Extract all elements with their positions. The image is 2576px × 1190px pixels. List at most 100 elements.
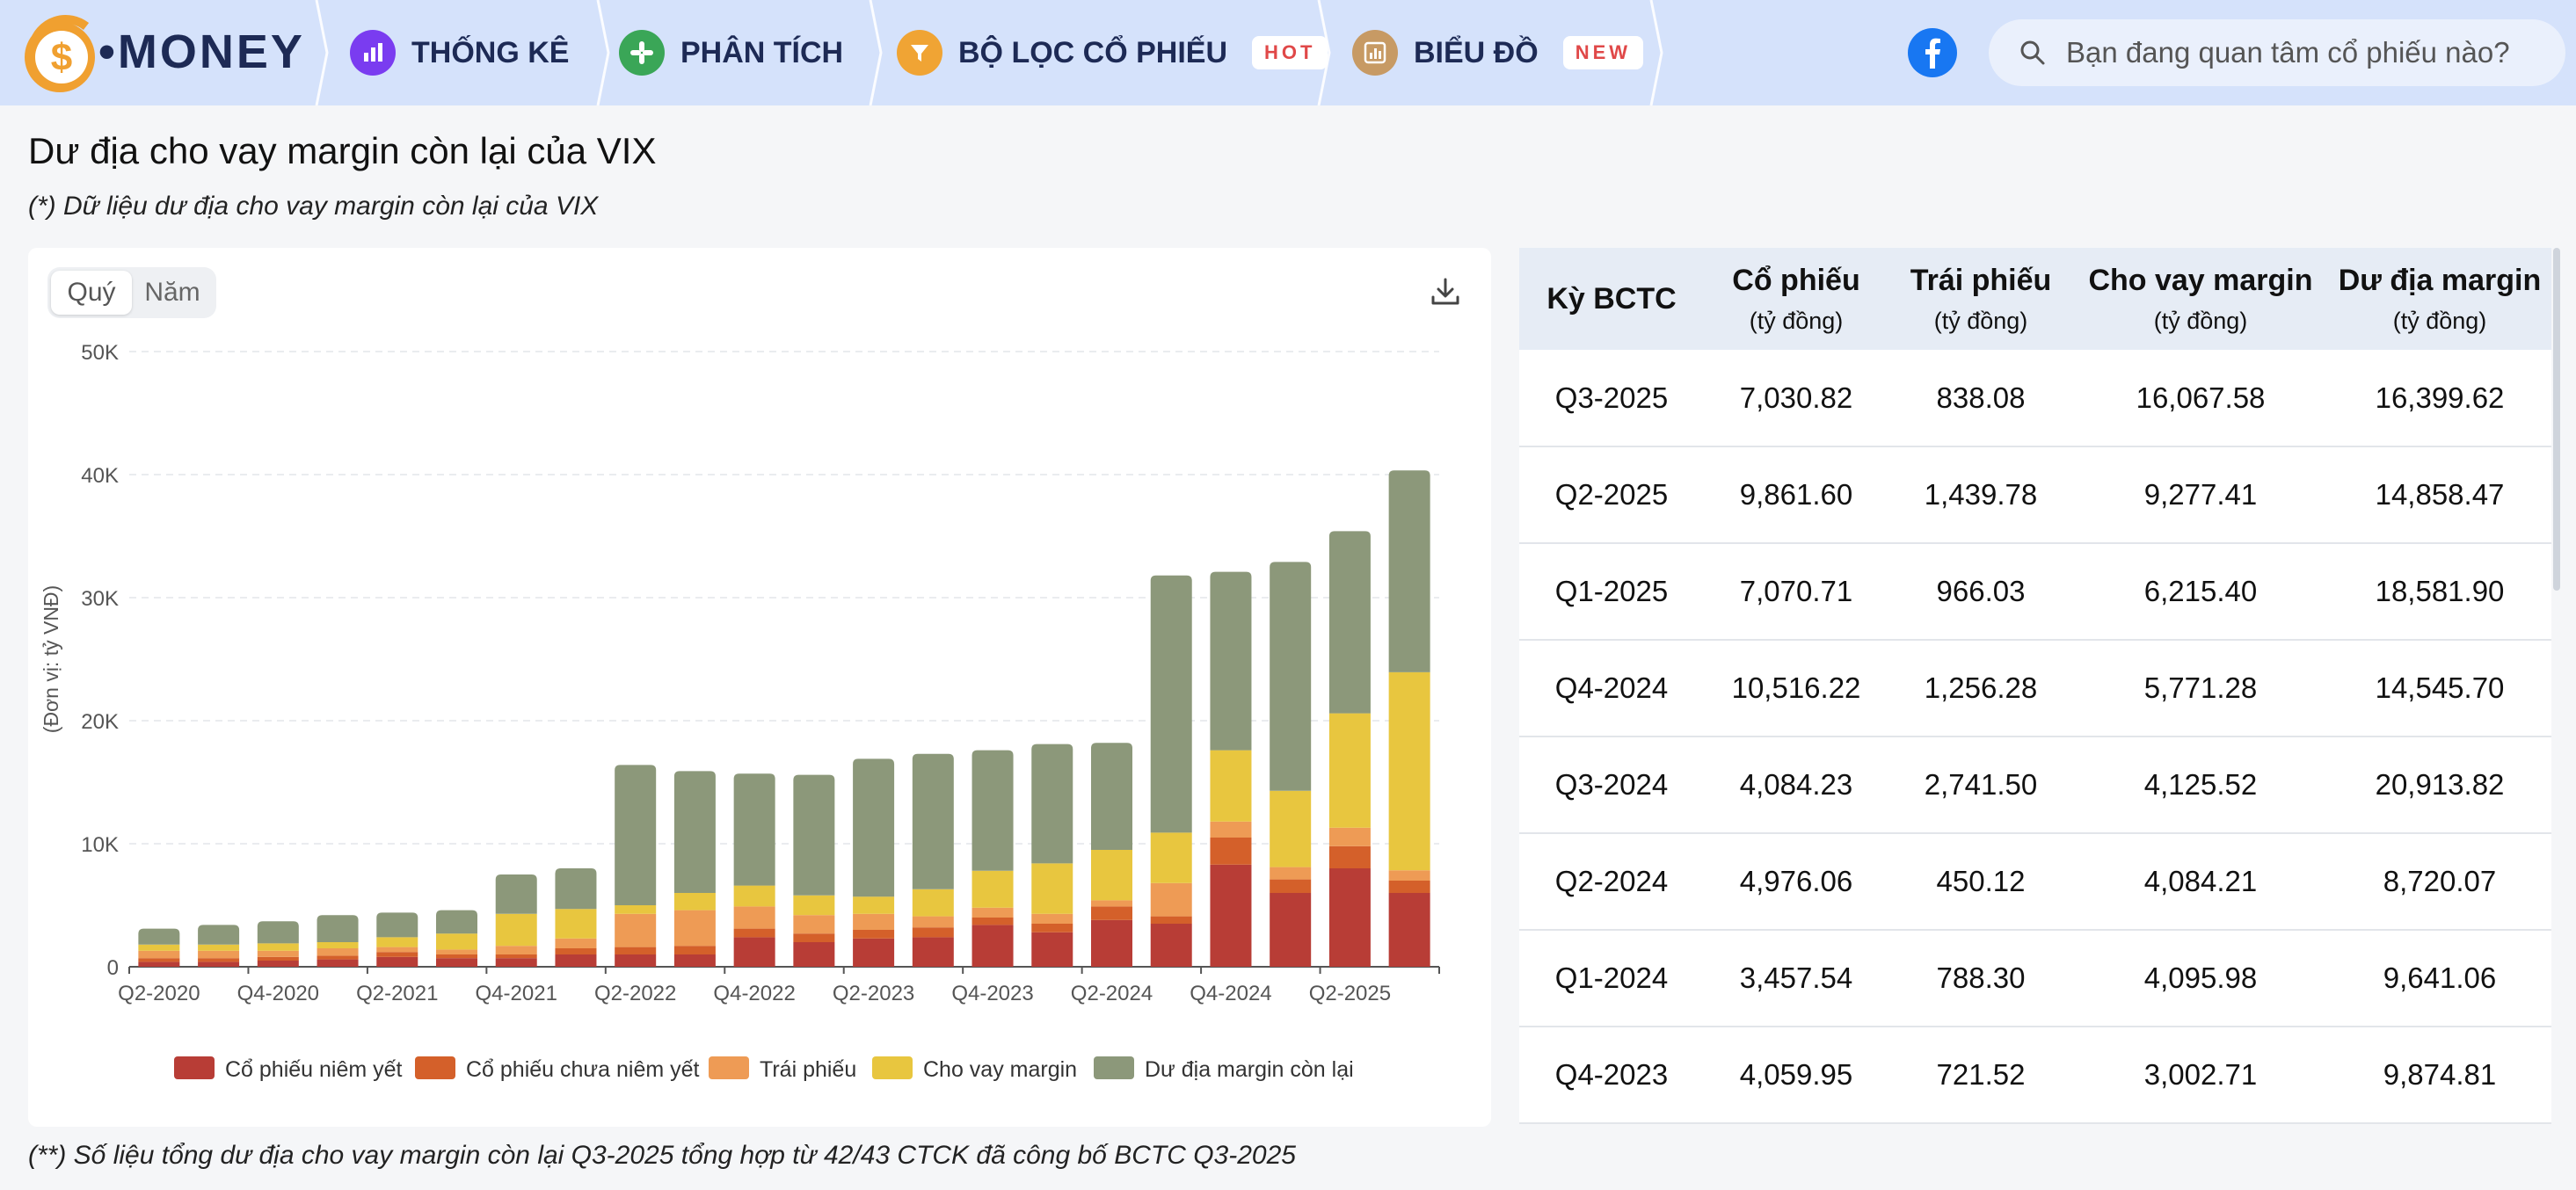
cell-value: 9,277.41 (2143, 478, 2258, 511)
legend-label: Dư địa margin còn lại (1145, 1057, 1354, 1082)
cell-value: 788.30 (1936, 961, 2026, 994)
bar-segment (733, 928, 775, 938)
cell-value: 7,070.71 (1739, 575, 1853, 607)
cell-value: 18,581.90 (2375, 575, 2505, 607)
bar-segment (555, 948, 597, 954)
page-title: Dư địa cho vay margin còn lại của VIX (28, 130, 657, 171)
bar-segment (615, 913, 657, 947)
cell-value: 14,858.47 (2375, 478, 2505, 511)
bar-segment (1388, 870, 1430, 881)
cell-value: 721.52 (1936, 1058, 2026, 1091)
bar-segment (317, 955, 359, 960)
bar-segment (257, 956, 299, 961)
bar-segment (257, 961, 299, 967)
facebook-icon[interactable] (1908, 28, 1957, 77)
cell-value: 2,741.50 (1924, 768, 2038, 801)
legend-label: Cổ phiếu niêm yết (225, 1057, 403, 1082)
bar-segment (912, 937, 954, 967)
bar-segment (793, 933, 835, 942)
bar-segment (1328, 827, 1371, 846)
bar-segment (912, 916, 954, 928)
toggle-quarter[interactable]: Quý (51, 271, 132, 315)
cell-period: Q3-2025 (1554, 381, 1669, 414)
period-toggle: Quý Năm (47, 267, 216, 318)
bar-segment (1150, 916, 1192, 924)
home-logo[interactable]: $ •MONEY (0, 0, 308, 105)
bar-segment (673, 946, 716, 954)
legend-swatch (872, 1056, 913, 1079)
cell-value: 4,125.52 (2143, 768, 2258, 801)
bar-segment (1150, 832, 1192, 883)
toggle-year[interactable]: Năm (144, 278, 200, 307)
nav-bieu-do[interactable]: BIỂU ĐỒ NEW (1352, 28, 1644, 77)
y-axis-label: (Đơn vị: tỷ VNĐ) (40, 585, 62, 733)
bar-segment (317, 942, 359, 948)
cell-value: 4,059.95 (1739, 1058, 1853, 1091)
bar-segment (673, 954, 716, 967)
y-tick-label: 10K (81, 833, 119, 857)
bar-segment (317, 915, 359, 942)
search-icon (2020, 40, 2045, 65)
bar-segment (138, 944, 180, 951)
bar-segment (1270, 893, 1312, 967)
x-tick-label: Q4-2022 (713, 982, 795, 1005)
table-row: Q1-2024 3,457.54 788.30 4,095.98 9,641.06 (1519, 930, 2551, 1027)
legend-swatch (709, 1056, 749, 1079)
x-tick-label: Q2-2020 (118, 982, 200, 1005)
table-row: Q3-2024 4,084.23 2,741.50 4,125.52 20,913.82 (1519, 736, 2551, 833)
cell-period: Q2-2024 (1554, 865, 1669, 897)
new-badge: NEW (1562, 36, 1644, 69)
bar-segment (138, 958, 180, 962)
nav-thong-ke[interactable]: THỐNG KÊ (350, 28, 569, 77)
bar-segment (257, 950, 299, 957)
bar-segment (912, 927, 954, 938)
bar-segment (1270, 867, 1312, 880)
bar-segment (853, 930, 895, 939)
logo-text: •MONEY (98, 25, 305, 78)
header-margin-room: Dư địa margin (tỷ đồng) (2338, 264, 2542, 334)
bar-segment (1388, 881, 1430, 893)
bar-segment (1031, 924, 1073, 932)
cell-period: Q4-2023 (1554, 1058, 1669, 1091)
cell-value: 1,439.78 (1924, 478, 2038, 511)
bar-segment (495, 958, 537, 967)
y-tick-label: 30K (81, 587, 119, 611)
nav-phan-tich[interactable]: PHÂN TÍCH (619, 28, 843, 77)
legend-label: Cổ phiếu chưa niêm yết (466, 1057, 700, 1082)
x-tick-label: Q4-2020 (237, 982, 319, 1005)
bar-segment (317, 959, 359, 967)
x-tick-label: Q4-2024 (1190, 982, 1271, 1005)
bar-segment (793, 942, 835, 967)
bar-segment (673, 771, 716, 893)
legend-swatch (174, 1056, 215, 1079)
download-icon[interactable] (1428, 274, 1463, 309)
cell-value: 4,095.98 (2143, 961, 2258, 994)
bar-segment (555, 954, 597, 967)
x-tick-label: Q2-2025 (1309, 982, 1391, 1005)
bar-segment (733, 906, 775, 929)
x-tick-label: Q2-2021 (356, 982, 438, 1005)
bar-segment (1210, 821, 1252, 838)
bar-segment (1210, 750, 1252, 822)
cell-value: 4,976.06 (1739, 865, 1853, 897)
table-row: Q2-2024 4,976.06 450.12 4,084.21 8,720.07 (1519, 833, 2551, 930)
table-scrollbar[interactable] (2553, 248, 2560, 591)
cell-value: 9,861.60 (1739, 478, 1853, 511)
bar-segment (1270, 879, 1312, 893)
bar-segment (198, 961, 240, 967)
cell-value: 20,913.82 (2375, 768, 2505, 801)
bar-segment (615, 954, 657, 967)
bar-segment (555, 938, 597, 948)
nav-bo-loc-co-phieu[interactable]: BỘ LỌC CỔ PHIẾU HOT (897, 28, 1328, 77)
search-input[interactable] (2066, 36, 2558, 69)
cell-value: 16,399.62 (2375, 381, 2505, 414)
bar-segment (1388, 671, 1430, 871)
bar-segment (615, 947, 657, 954)
cell-value: 9,641.06 (2383, 961, 2497, 994)
bar-segment (733, 885, 775, 907)
cell-period: Q4-2024 (1554, 671, 1669, 704)
header-period: Kỳ BCTC (1546, 281, 1677, 316)
bar-segment (853, 938, 895, 967)
cell-value: 838.08 (1936, 381, 2026, 414)
search-bar[interactable] (1989, 19, 2565, 86)
